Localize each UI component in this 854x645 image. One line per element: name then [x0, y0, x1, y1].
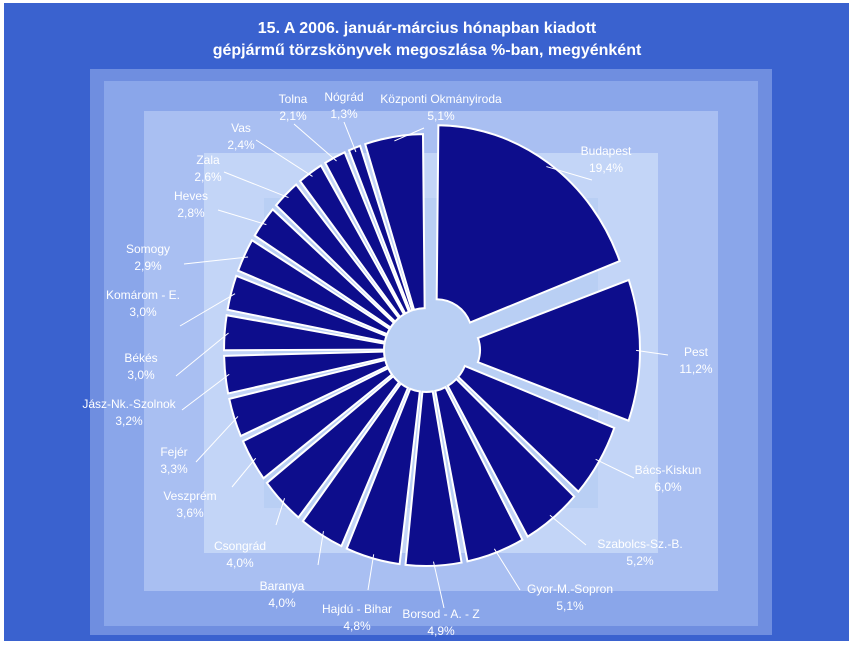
- slice-category-label: Központi Okmányiroda: [380, 92, 502, 106]
- slice-value-label: 4,9%: [427, 624, 455, 638]
- pie-slice-borsod-a-z: [404, 390, 463, 567]
- leader-line: [493, 548, 521, 591]
- slice-category-label: Heves: [174, 189, 208, 203]
- leader-line: [432, 561, 445, 609]
- pie-slice-szabolcs-sz-b: [446, 377, 576, 539]
- pie-slice-vas: [298, 164, 406, 319]
- leader-line: [195, 416, 239, 463]
- chart-title: 15. A 2006. január-március hónapban kiad…: [0, 18, 854, 62]
- pie-slice-veszpr-m: [241, 366, 394, 480]
- slice-category-label: Hajdú - Bihar: [322, 602, 392, 616]
- pie-slice-n-gr-d: [347, 144, 414, 313]
- leader-line: [231, 457, 257, 488]
- pie-slice-b-cs-kiskun: [456, 364, 616, 494]
- slice-category-label: Tolna: [279, 92, 308, 106]
- slice-value-label: 3,0%: [129, 305, 157, 319]
- pie-slice-gyor-m-sopron: [434, 385, 524, 563]
- slice-category-label: Gyor-M.-Sopron: [527, 582, 613, 596]
- slice-value-label: 2,1%: [279, 109, 307, 123]
- pie-slice-kom-rom-e: [226, 274, 388, 343]
- pie-slice-k-zponti-okm-nyiroda: [363, 133, 426, 312]
- pie-slice-heves: [253, 207, 396, 329]
- slice-category-label: Bács-Kiskun: [635, 463, 702, 477]
- slice-value-label: 4,8%: [343, 619, 371, 633]
- leader-line: [546, 166, 593, 181]
- pie-slice-j-sz-nk-szolnok: [223, 350, 386, 395]
- slice-value-label: 6,0%: [654, 480, 682, 494]
- slice-category-label: Veszprém: [163, 489, 216, 503]
- slice-category-label: Békés: [124, 351, 157, 365]
- slice-category-label: Jász-Nk.-Szolnok: [82, 397, 176, 411]
- leader-line: [255, 139, 313, 177]
- slice-value-label: 2,9%: [134, 259, 162, 273]
- slice-value-label: 3,0%: [127, 368, 155, 382]
- leader-line: [223, 171, 289, 199]
- pie-slice-budapest: [435, 124, 621, 324]
- pie-slice-baranya: [301, 382, 410, 548]
- pie-slice-pest: [476, 278, 641, 423]
- slice-value-label: 11,2%: [679, 362, 712, 376]
- slice-value-label: 5,1%: [427, 109, 455, 123]
- slice-category-label: Borsod - A. - Z: [402, 607, 479, 621]
- pie-slice-zala: [274, 183, 401, 324]
- slice-value-label: 5,2%: [626, 554, 654, 568]
- leader-line: [275, 498, 285, 526]
- slice-value-label: 5,1%: [556, 599, 584, 613]
- leader-line: [181, 373, 230, 411]
- leader-line: [293, 123, 337, 162]
- leader-line: [179, 293, 236, 327]
- slice-value-label: 3,2%: [115, 414, 143, 428]
- leader-line: [636, 349, 669, 356]
- slice-value-label: 2,6%: [194, 170, 222, 184]
- pie-slice-somogy: [236, 238, 391, 336]
- slice-category-label: Baranya: [260, 579, 305, 593]
- slice-value-label: 19,4%: [589, 161, 623, 175]
- leader-line: [175, 332, 229, 377]
- leader-line: [367, 554, 375, 591]
- slice-value-label: 4,0%: [268, 596, 296, 610]
- leader-line: [549, 514, 587, 546]
- slice-category-label: Zala: [196, 153, 220, 167]
- slice-value-label: 1,3%: [330, 107, 358, 121]
- slice-value-label: 3,3%: [160, 462, 188, 476]
- leader-line: [317, 531, 324, 566]
- slice-value-label: 2,4%: [227, 138, 255, 152]
- slice-category-label: Fejér: [160, 445, 187, 459]
- leader-line: [343, 121, 357, 153]
- slice-category-label: Budapest: [581, 144, 632, 158]
- pie-slice-hajd-bihar: [345, 387, 421, 566]
- slice-category-label: Szabolcs-Sz.-B.: [597, 537, 682, 551]
- leader-line: [183, 256, 249, 265]
- slice-category-label: Somogy: [126, 242, 170, 256]
- pie-slice-tolna: [323, 150, 411, 315]
- pie-slice-b-k-s: [223, 314, 386, 352]
- slice-category-label: Vas: [231, 121, 251, 135]
- slice-category-label: Csongrád: [214, 539, 266, 553]
- pie-slice-csongr-d: [265, 374, 401, 519]
- slice-category-label: Nógrád: [324, 90, 363, 104]
- slice-category-label: Komárom - E.: [106, 288, 180, 302]
- chart-title-line-2: gépjármű törzskönyvek megoszlása %-ban, …: [212, 42, 642, 59]
- leader-line: [595, 458, 635, 479]
- slice-value-label: 4,0%: [226, 556, 254, 570]
- slice-category-label: Pest: [684, 345, 709, 359]
- leader-line: [217, 209, 267, 226]
- pie-slice-fej-r: [228, 358, 389, 438]
- slice-value-label: 2,8%: [177, 206, 205, 220]
- leader-line: [394, 127, 425, 142]
- slice-value-label: 3,6%: [176, 506, 204, 520]
- chart-title-line-1: 15. A 2006. január-március hónapban kiad…: [257, 20, 597, 37]
